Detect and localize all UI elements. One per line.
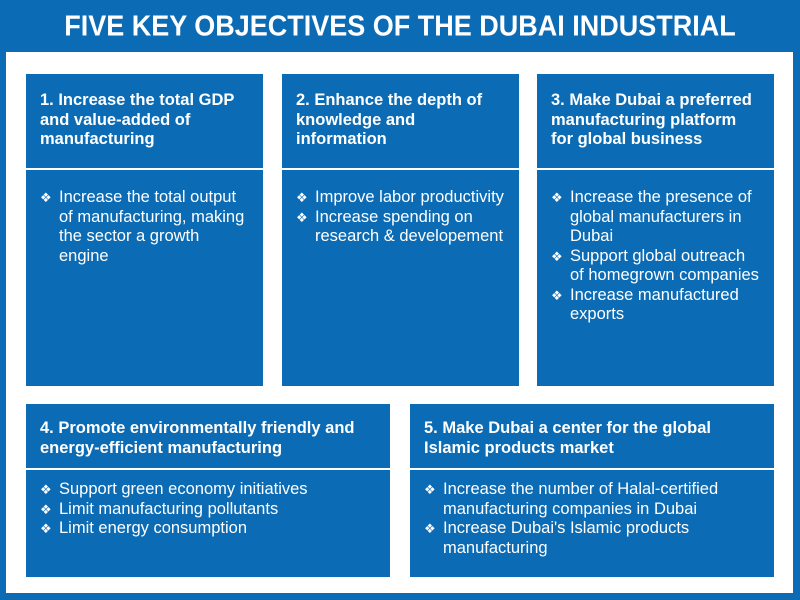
objective-item: ❖ Increase manufactured exports [551, 286, 762, 325]
objective-item: ❖ Improve labor productivity [296, 188, 507, 208]
objective-item: ❖ Support green economy initiatives [40, 480, 378, 500]
item-text: Limit energy consumption [59, 519, 248, 537]
objective-card-3: 3. Make Dubai a preferred manufacturing … [537, 74, 774, 386]
item-text: Limit manufacturing pollutants [59, 499, 279, 518]
diamond-bullet-icon: ❖ [551, 248, 563, 264]
objective-item: ❖ Limit manufacturing pollutants [40, 500, 378, 520]
diamond-bullet-icon: ❖ [40, 482, 52, 497]
diamond-bullet-icon: ❖ [296, 190, 308, 205]
objective-heading: 4. Promote environmentally friendly and … [26, 404, 390, 470]
item-text: Increase the presence of global manufact… [570, 188, 752, 245]
objective-heading: 1. Increase the total GDP and value-adde… [26, 74, 263, 170]
diamond-bullet-icon: ❖ [551, 287, 563, 303]
objective-body: ❖ Increase the total output of manufactur… [26, 170, 263, 386]
diamond-bullet-icon: ❖ [551, 190, 563, 205]
objective-heading: 3. Make Dubai a preferred manufacturing … [537, 74, 774, 170]
infographic-title: FIVE KEY OBJECTIVES OF THE DUBAI INDUSTR… [64, 10, 736, 96]
objective-heading: 5. Make Dubai a center for the global Is… [410, 404, 774, 470]
objective-item: ❖ Increase spending on research & develop… [296, 208, 507, 247]
diamond-bullet-icon: ❖ [40, 521, 52, 536]
diamond-bullet-icon: ❖ [424, 482, 436, 497]
objective-item: ❖ Increase the presence of global manufac… [551, 188, 762, 247]
item-text: Support global outreach of homegrown com… [570, 246, 759, 285]
objective-body: ❖ Improve labor productivity ❖ Increase sp… [282, 170, 519, 386]
item-text: Support green economy initiatives [59, 480, 308, 498]
objective-body: ❖ Increase the number of Halal-certified … [410, 470, 774, 577]
item-text: Improve labor productivity [315, 188, 504, 206]
objective-item: ❖ Limit energy consumption [40, 519, 378, 539]
item-text: Increase spending on research & develope… [315, 207, 504, 246]
diamond-bullet-icon: ❖ [424, 521, 436, 536]
diamond-bullet-icon: ❖ [40, 501, 52, 517]
objective-card-5: 5. Make Dubai a center for the global Is… [410, 404, 774, 577]
diamond-bullet-icon: ❖ [296, 209, 308, 225]
objective-card-2: 2. Enhance the depth of knowledge and in… [282, 74, 519, 386]
objective-card-1: 1. Increase the total GDP and value-adde… [26, 74, 263, 386]
item-text: Increase Dubai's Islamic products manufa… [443, 519, 690, 557]
objective-heading: 2. Enhance the depth of knowledge and in… [282, 74, 519, 170]
item-text: Increase the total output of manufacturi… [59, 188, 245, 265]
objective-body: ❖ Support green economy initiatives ❖ Limi… [26, 470, 390, 577]
item-text: Increase the number of Halal-certified m… [443, 480, 719, 518]
objective-item: ❖ Increase Dubai's Islamic products manuf… [424, 519, 762, 558]
objective-card-4: 4. Promote environmentally friendly and … [26, 404, 390, 577]
diamond-bullet-icon: ❖ [40, 190, 52, 205]
item-text: Increase manufactured exports [570, 285, 739, 324]
objective-item: ❖ Support global outreach of homegrown co… [551, 247, 762, 286]
objective-item: ❖ Increase the total output of manufactur… [40, 188, 251, 266]
objective-body: ❖ Increase the presence of global manufac… [537, 170, 774, 386]
objective-item: ❖ Increase the number of Halal-certified … [424, 480, 762, 519]
